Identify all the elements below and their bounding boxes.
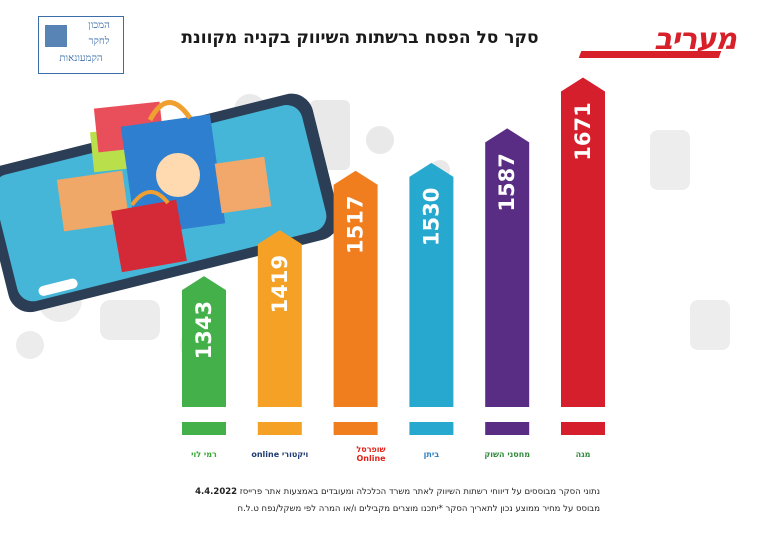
bar-value-label-2: 1517 [344,196,368,254]
store-logo-1: ויקטורי online [251,449,309,459]
store-logo-0: רמי לוי [191,449,217,459]
institute-emblem-icon [45,25,67,47]
footnote-line-2: מבוסס על מחיר ממוצע נכון לתאריך הסקר *ית… [237,504,600,514]
bar-value-label-5: 1671 [571,102,595,160]
store-logo-2: שופרסל Online [356,445,386,463]
institute-line-3: הקמעונאות [59,53,103,64]
institute-logo: המכון לחקר הקמעונאות [38,16,124,74]
footnote-line-1: נתוני הסקר מבוססים על דיווחי רשתות השיוו… [160,487,600,497]
bar-base-strip-4 [485,422,530,435]
bar-value-label-0: 1343 [192,301,216,359]
bar-value-label-4: 1587 [495,153,519,211]
bar-1 [257,230,302,407]
footnote-date: 4.4.2022 [195,487,238,497]
bars-layer: 1343 1419 1517 1530 1587 1671 [182,77,605,435]
store-logo-3: ביתן [423,449,440,459]
bar-base-strip-2 [333,422,378,435]
brand-name: מעריב [654,22,737,57]
bar-5 [561,77,605,407]
store-logo-4: מחסני השוק [484,449,531,459]
bar-value-label-3: 1530 [419,188,443,246]
brand-logo: מעריב [578,22,740,60]
store-logo-5: מגה [575,449,591,459]
bar-2 [333,170,378,407]
bar-base-strip-0 [182,422,226,435]
chart-title: סקר סל הפסח ברשתות השיווק בקניה מקוונת [181,28,539,48]
institute-line-1: המכון [88,20,110,31]
bar-base-strip-1 [257,422,302,435]
shopping-bags-illustration [56,100,272,273]
bar-4 [485,128,530,407]
bar-base-strip-5 [561,422,605,435]
institute-line-2: לחקר [88,36,110,47]
bar-value-label-1: 1419 [268,255,292,313]
bar-0 [182,276,226,407]
footnote-line-1-text: נתוני הסקר מבוססים על דיווחי רשתות השיוו… [239,487,600,497]
bar-3 [409,162,454,407]
bar-base-strip-3 [409,422,454,435]
